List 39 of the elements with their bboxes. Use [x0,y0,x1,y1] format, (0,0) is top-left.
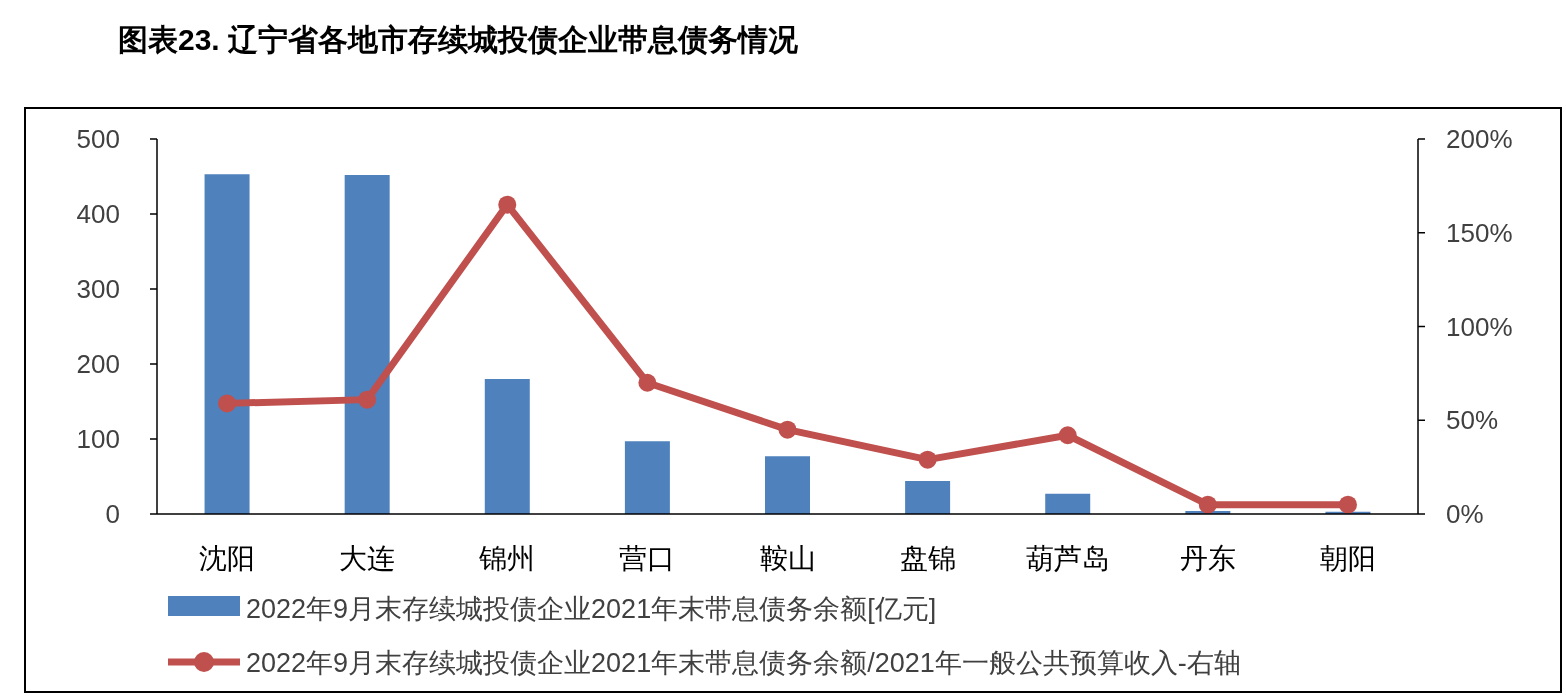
y-tick-label: 0 [105,499,120,529]
x-tick-label: 营口 [619,543,676,574]
bar [624,441,670,514]
bar [765,456,810,514]
point [1198,495,1217,514]
point [778,420,797,439]
point [1338,495,1357,514]
point [358,390,377,409]
y-tick-label: 500 [76,124,120,154]
y2-tick-label: 0% [1446,499,1484,529]
bar [204,174,250,514]
y2-tick-label: 50% [1446,405,1499,436]
y-tick-label: 400 [76,199,120,229]
point [498,195,517,214]
point [1058,426,1077,445]
bar [484,379,530,514]
legend-label: 2022年9月末存续城投债企业2021年末带息债务余额[亿元] [246,594,937,624]
x-tick-label: 盘锦 [899,543,956,574]
y2-tick-label: 150% [1446,217,1513,248]
y-tick-label: 200 [76,349,120,379]
y-tick-label: 300 [76,274,120,304]
bar [344,175,390,514]
y2-tick-label: 100% [1446,311,1513,342]
x-tick-label: 大连 [339,543,396,574]
y-tick-label: 100 [76,424,120,454]
x-tick-label: 丹东 [1179,543,1236,574]
x-tick-label: 葫芦岛 [1025,543,1110,574]
x-tick-label: 沈阳 [199,543,256,574]
point [638,373,657,392]
x-tick-label: 朝阳 [1319,543,1376,574]
bar [905,481,951,514]
x-tick-label: 鞍山 [759,543,816,574]
x-tick-label: 锦州 [478,543,536,574]
legend-label: 2022年9月末存续城投债企业2021年末带息债务余额/2021年一般公共预算收入-右轴 [246,648,1241,678]
y2-tick-label: 200% [1446,124,1513,154]
bar [1045,493,1091,514]
chart-title: 图表23. 辽宁省各地市存续城投债企业带息债务情况 [118,23,800,56]
point [218,394,237,413]
point [918,450,937,469]
